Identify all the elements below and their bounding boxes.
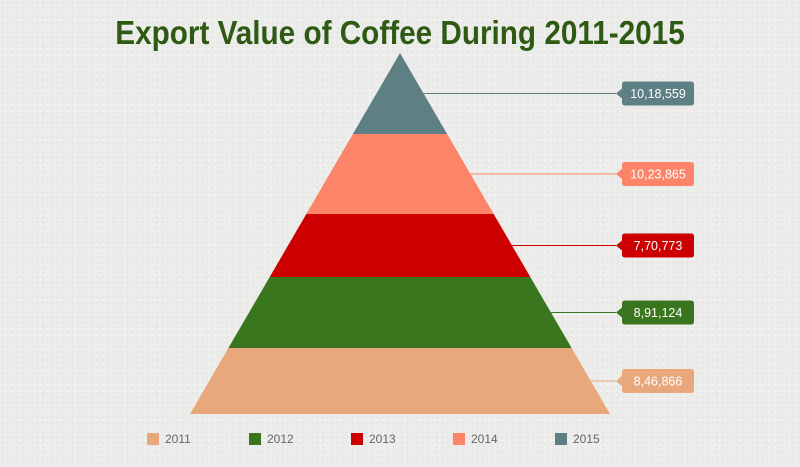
- legend-item-2011[interactable]: 2011: [147, 432, 191, 446]
- chart-legend: 2011 2012 2013 2014 2015: [0, 432, 800, 452]
- value-label-box-2014: [616, 162, 694, 186]
- value-label-2011: 8,46,866: [634, 375, 683, 389]
- legend-swatch-2011: [147, 433, 159, 445]
- legend-item-2014[interactable]: 2014: [453, 432, 498, 446]
- legend-label-2015: 2015: [573, 432, 600, 446]
- value-label-box-2015: [616, 81, 694, 106]
- value-label-2014: 10,23,865: [630, 168, 686, 182]
- pyramid-segment-2013[interactable]: [269, 214, 531, 277]
- legend-swatch-2012: [249, 433, 261, 445]
- legend-item-2015[interactable]: 2015: [555, 432, 600, 446]
- legend-item-2013[interactable]: 2013: [351, 432, 396, 446]
- legend-label-2011: 2011: [165, 432, 191, 446]
- pyramid-segment-2011[interactable]: [190, 348, 610, 414]
- legend-swatch-2015: [555, 433, 567, 445]
- legend-swatch-2014: [453, 433, 465, 445]
- value-label-2013: 7,70,773: [634, 239, 683, 253]
- chart-title: Export Value of Coffee During 2011-2015: [115, 14, 685, 51]
- legend-item-2012[interactable]: 2012: [249, 432, 294, 446]
- pyramid-segment-2014[interactable]: [306, 134, 494, 214]
- pyramid-segment-2015[interactable]: [352, 53, 448, 134]
- value-label-box-2013: [616, 233, 694, 258]
- value-label-2015: 10,18,559: [630, 87, 686, 101]
- legend-label-2012: 2012: [267, 432, 294, 446]
- legend-label-2013: 2013: [369, 432, 396, 446]
- pyramid-segment-2012[interactable]: [228, 277, 572, 348]
- value-label-box-2012: [616, 300, 694, 325]
- value-label-2012: 8,91,124: [634, 306, 683, 320]
- value-label-box-2011: [616, 369, 694, 393]
- legend-label-2014: 2014: [471, 432, 498, 446]
- legend-swatch-2013: [351, 433, 363, 445]
